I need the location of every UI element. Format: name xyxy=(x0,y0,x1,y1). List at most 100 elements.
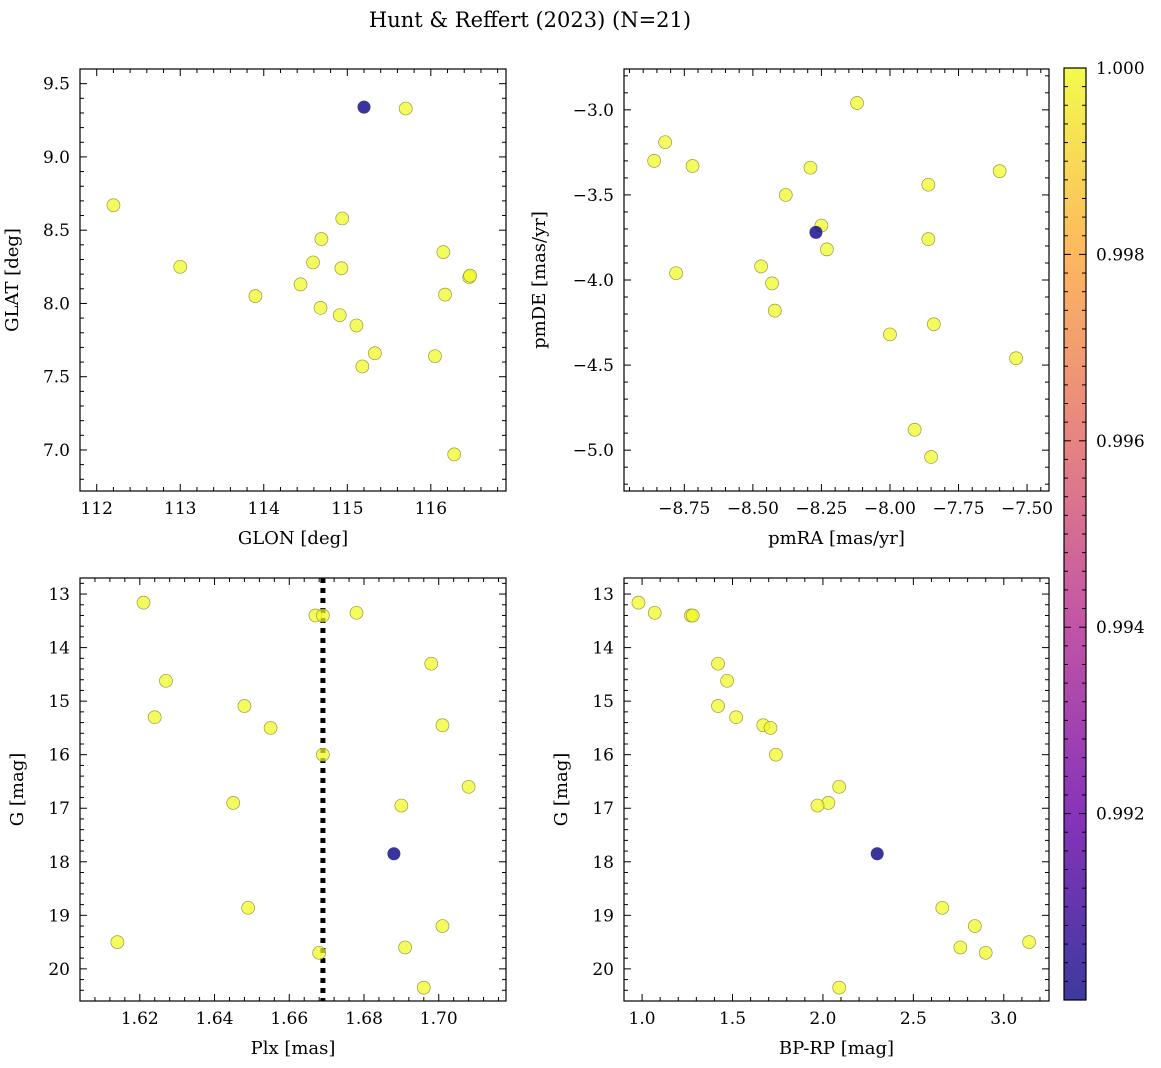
y-tick-label: 15 xyxy=(48,692,70,712)
x-tick-label: 1.62 xyxy=(121,1009,159,1029)
x-tick-label: 1.66 xyxy=(270,1009,308,1029)
data-point xyxy=(316,608,330,623)
panel-pmra-pmde: −8.75 −8.50 −8.25 −8.00 −7.75 −7.50 −5.0 −4.5 −4… xyxy=(529,68,1053,549)
data-point xyxy=(769,747,783,762)
ticks xyxy=(623,578,1049,1002)
data-point xyxy=(926,317,941,332)
x-axis-label: Plx [mas] xyxy=(251,1038,336,1059)
data-point xyxy=(293,277,308,292)
data-point xyxy=(669,266,683,281)
x-tick-label: 114 xyxy=(248,499,280,519)
colorbar-tick-label: 1.000 xyxy=(1096,59,1145,79)
data-point xyxy=(1009,351,1023,366)
data-point xyxy=(631,595,646,610)
data-point xyxy=(398,101,413,116)
data-point xyxy=(241,900,256,915)
x-tick-label: 2.0 xyxy=(809,1009,836,1029)
ticks xyxy=(624,69,1049,491)
y-tick-label: −5.0 xyxy=(573,441,614,461)
data-point xyxy=(173,259,188,274)
y-tick-label: 20 xyxy=(592,960,614,980)
y-tick-label: 18 xyxy=(592,853,614,873)
colorbar-tick-label: 0.992 xyxy=(1096,805,1145,825)
data-point xyxy=(368,346,382,361)
data-point xyxy=(832,980,847,995)
data-point xyxy=(237,699,252,713)
data-point xyxy=(314,232,329,246)
data-point xyxy=(870,847,884,861)
x-tick-label: −7.50 xyxy=(1001,499,1053,519)
colorbar: 0.992 0.994 0.996 0.998 1.000 xyxy=(1063,59,1145,1001)
data-point xyxy=(435,919,450,933)
data-point xyxy=(461,779,476,794)
panel-bprp-g: 1.0 1.5 2.0 2.5 3.0 13 14 15 16 17 18 19 20 BP-RP [ma… xyxy=(551,577,1050,1059)
data-point xyxy=(334,261,349,276)
y-tick-label: −3.5 xyxy=(573,186,614,206)
y-tick-label: 19 xyxy=(592,906,614,926)
y-tick-label: −4.0 xyxy=(573,271,614,291)
y-tick-label: 13 xyxy=(592,585,614,605)
x-tick-label: 1.70 xyxy=(420,1009,458,1029)
x-axis-label: pmRA [mas/yr] xyxy=(768,528,905,549)
y-tick-label: 17 xyxy=(592,799,614,819)
y-tick-label: 19 xyxy=(48,906,70,926)
x-tick-label: −8.50 xyxy=(727,499,779,519)
scatter-panels: 112 113 114 115 116 7.0 7.5 8.0 8.5 9.0 9.5 GLON [d… xyxy=(2,68,1053,1059)
data-point xyxy=(778,188,793,202)
x-tick-label: 1.68 xyxy=(345,1009,383,1029)
data-point xyxy=(463,268,477,283)
y-tick-label: 9.5 xyxy=(43,75,70,95)
colorbar-tick-label: 0.998 xyxy=(1096,245,1145,265)
data-point xyxy=(647,154,662,168)
data-point xyxy=(729,710,743,725)
panel-plx-g: 1.62 1.64 1.66 1.68 1.70 13 14 15 16 17 18 19 20 Plx … xyxy=(7,577,507,1059)
y-tick-label: 18 xyxy=(48,853,70,873)
data-point xyxy=(349,605,364,620)
axes-frame xyxy=(623,577,1050,1002)
data-point xyxy=(763,721,778,735)
data-point xyxy=(316,747,330,762)
data-point xyxy=(658,135,672,150)
data-point xyxy=(106,198,121,213)
axes-frame xyxy=(623,68,1050,492)
data-point xyxy=(832,779,847,794)
x-tick-label: 3.0 xyxy=(990,1009,1017,1029)
y-tick-label: 7.5 xyxy=(43,368,70,388)
y-tick-label: 14 xyxy=(592,639,614,659)
data-point xyxy=(110,935,125,949)
data-point xyxy=(248,289,263,303)
y-tick-label: −3.0 xyxy=(573,101,614,121)
data-point xyxy=(263,721,278,735)
data-point xyxy=(147,710,162,725)
data-point xyxy=(416,980,431,995)
data-point xyxy=(810,798,825,813)
data-point xyxy=(820,242,834,257)
data-point xyxy=(809,225,823,239)
x-tick-label: 116 xyxy=(415,499,447,519)
data-point xyxy=(313,300,328,315)
x-tick-label: 1.64 xyxy=(196,1009,234,1029)
data-point xyxy=(335,211,350,226)
x-tick-label: −8.00 xyxy=(864,499,916,519)
data-point xyxy=(711,699,725,713)
colorbar-frame xyxy=(1063,67,1087,1001)
y-tick-label: 8.0 xyxy=(43,294,70,314)
data-point xyxy=(685,159,700,173)
data-point xyxy=(850,96,864,110)
x-tick-label: 1.5 xyxy=(719,1009,746,1029)
data-point xyxy=(803,160,818,175)
data-point xyxy=(883,327,897,342)
colorbar-tick-label: 0.996 xyxy=(1096,432,1145,452)
y-tick-label: 7.0 xyxy=(43,441,70,461)
colorbar-ticks xyxy=(1064,67,1086,1001)
y-axis-label: pmDE [mas/yr] xyxy=(529,211,550,349)
x-tick-label: 113 xyxy=(164,499,196,519)
data-point xyxy=(306,255,320,270)
data-point xyxy=(953,940,968,955)
ticks xyxy=(79,68,506,491)
x-tick-label: −8.75 xyxy=(658,499,710,519)
axes-frame xyxy=(79,68,507,492)
x-tick-label: 2.5 xyxy=(900,1009,927,1029)
x-tick-label: 1.0 xyxy=(629,1009,656,1029)
